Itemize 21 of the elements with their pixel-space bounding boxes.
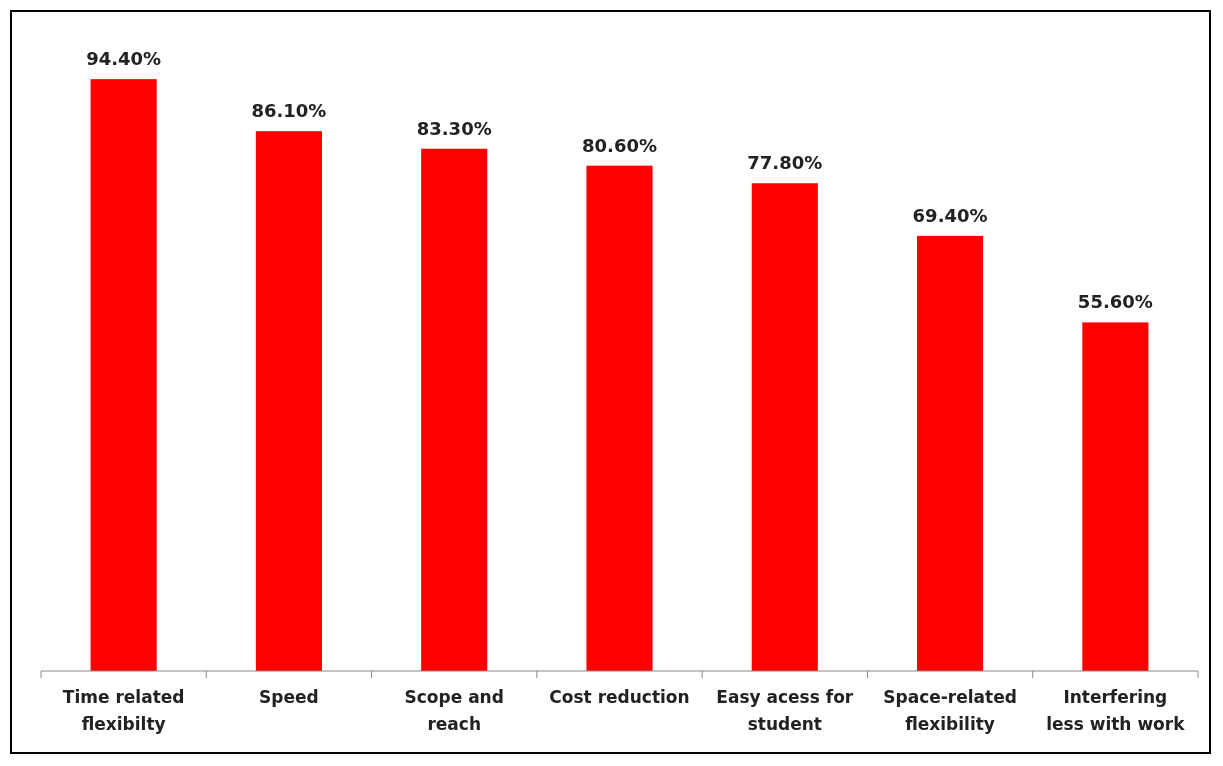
data-label: 80.60% [582,134,657,156]
data-label: 86.10% [251,100,327,122]
x-tick-label: Space-related flexibility [883,687,1017,734]
data-label: 69.40% [912,204,988,226]
data-label: 55.60% [1077,291,1153,313]
data-label: 94.40% [86,48,162,70]
x-tick-label: Cost reduction [549,687,690,707]
bar [90,79,157,671]
bar [751,183,818,671]
x-tick-label: Easy acess for student [716,687,854,734]
x-tick-label: Interfering less with work [1046,687,1186,734]
x-tick-label: Time related flexibilty [62,687,185,734]
bar [917,235,984,671]
data-label: 77.80% [747,152,823,174]
bar [1082,322,1149,671]
x-tick-label: Speed [259,687,319,707]
data-label: 83.30% [416,117,492,139]
bar [586,165,653,671]
x-tick-label: Scope and reach [404,687,504,734]
bar [421,148,488,671]
bar [255,131,322,671]
